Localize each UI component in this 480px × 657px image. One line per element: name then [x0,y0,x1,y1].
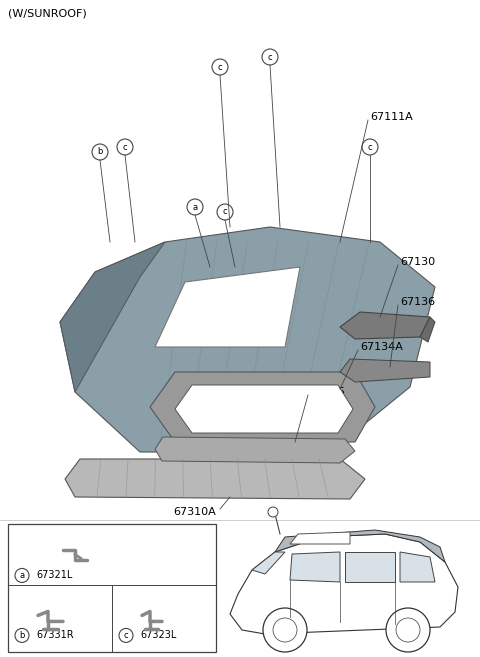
Polygon shape [155,437,355,463]
Text: c: c [223,208,228,217]
Bar [8,524,216,652]
Polygon shape [60,227,435,452]
Polygon shape [290,552,340,582]
Text: b: b [19,631,24,640]
Text: 67111A: 67111A [370,112,413,122]
Text: c: c [368,143,372,152]
Polygon shape [340,312,430,339]
Polygon shape [175,385,353,433]
Text: c: c [218,62,222,72]
Text: c: c [124,631,128,640]
Polygon shape [340,359,430,382]
Text: 67331R: 67331R [36,631,73,641]
Circle shape [396,618,420,642]
Text: 67321L: 67321L [36,570,72,580]
Text: b: b [97,148,103,156]
Text: c: c [268,53,272,62]
Text: (W/SUNROOF): (W/SUNROOF) [8,9,87,19]
Polygon shape [290,532,350,544]
Polygon shape [60,242,165,392]
Text: a: a [19,571,24,580]
Polygon shape [65,459,365,499]
Polygon shape [420,317,435,342]
Polygon shape [252,552,285,574]
Text: a: a [192,202,198,212]
Text: 67136: 67136 [400,297,435,307]
Text: 67130: 67130 [400,257,435,267]
Polygon shape [150,372,375,442]
Polygon shape [230,534,458,634]
Text: 67115: 67115 [310,387,345,397]
Text: 67310A: 67310A [174,507,216,517]
Text: 67323L: 67323L [140,631,176,641]
Polygon shape [345,552,395,582]
Text: c: c [123,143,127,152]
Polygon shape [155,267,300,347]
Circle shape [386,608,430,652]
Circle shape [268,507,278,517]
Polygon shape [400,552,435,582]
Circle shape [263,608,307,652]
Circle shape [273,618,297,642]
Polygon shape [275,530,445,562]
Text: 67134A: 67134A [360,342,403,352]
